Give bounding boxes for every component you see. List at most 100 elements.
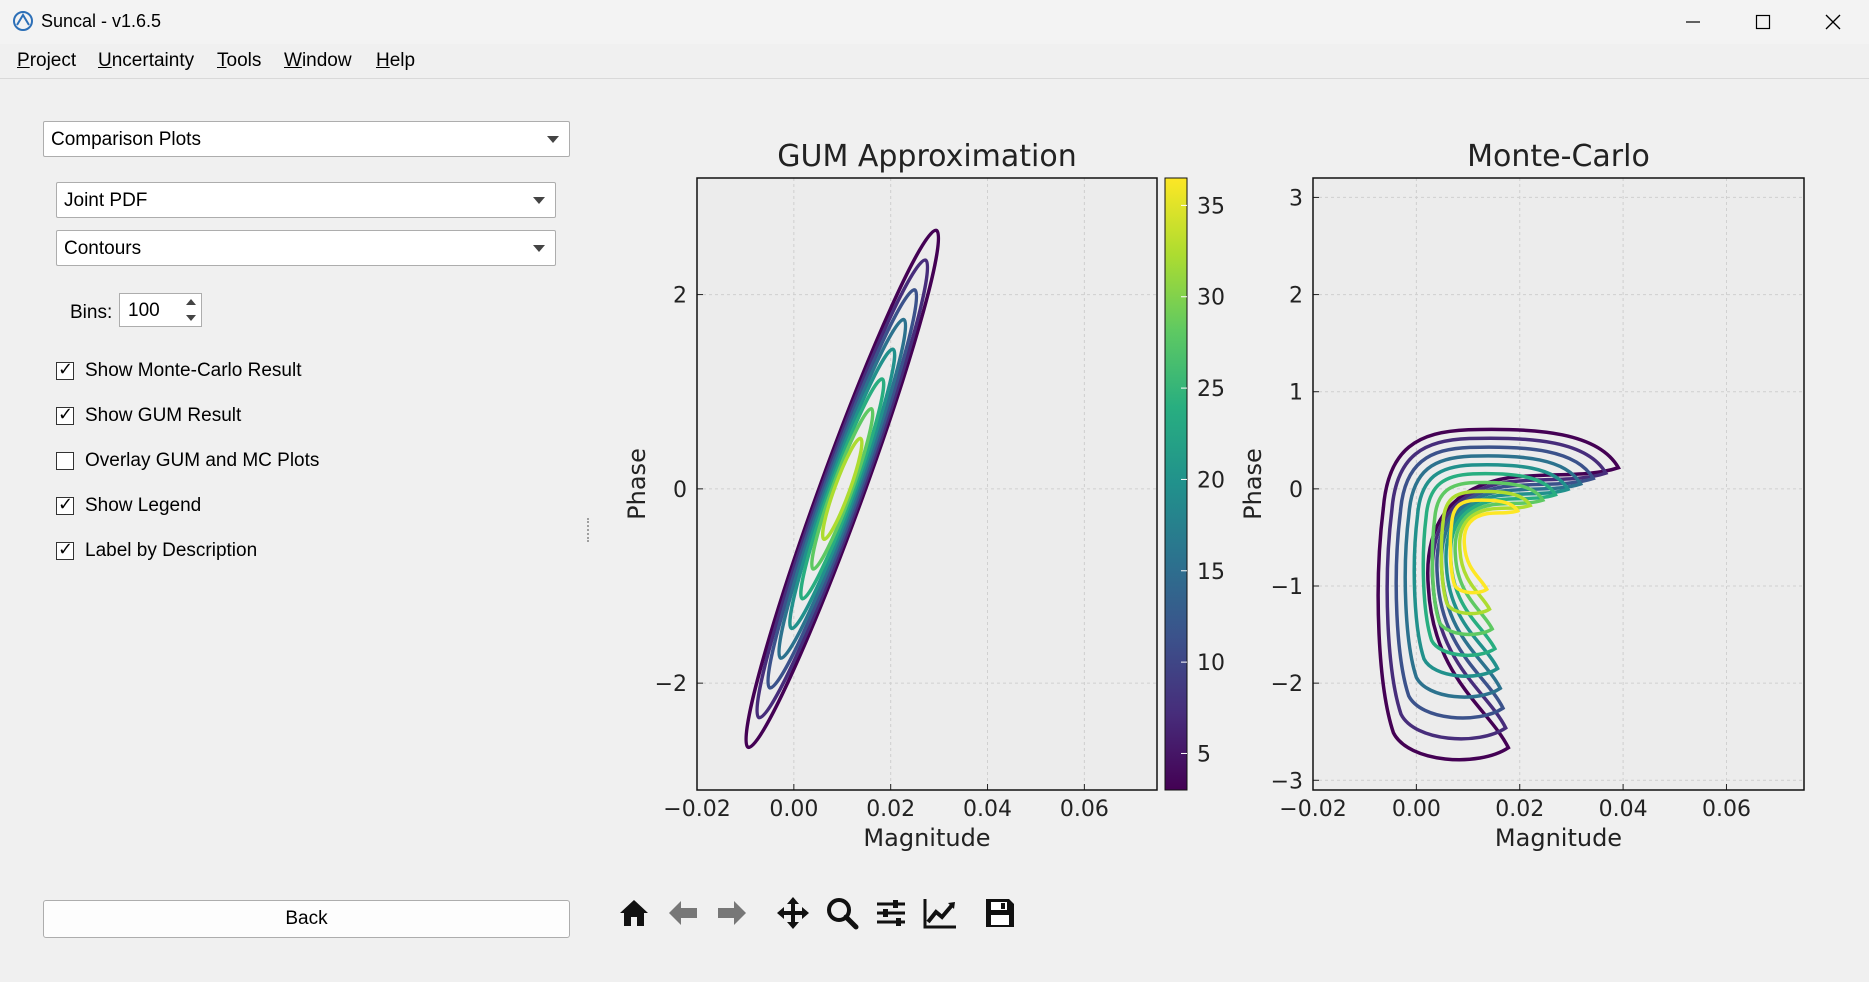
checkbox-row[interactable]: Show Legend <box>56 493 201 519</box>
maximize-icon <box>1755 14 1771 30</box>
contour-group <box>1376 427 1621 762</box>
menu-project[interactable]: Project <box>17 50 77 71</box>
chevron-down-icon <box>547 136 559 143</box>
edit-axis-button[interactable] <box>920 893 960 933</box>
save-icon <box>986 899 1014 927</box>
forward-view-button[interactable] <box>712 893 752 933</box>
spin-down-button[interactable] <box>181 310 201 326</box>
configure-subplots-button[interactable] <box>871 893 911 933</box>
y-tick-label: −1 <box>1271 575 1303 600</box>
home-button[interactable] <box>614 893 654 933</box>
contour-line <box>799 377 886 601</box>
checkbox-label: Overlay GUM and MC Plots <box>85 450 320 471</box>
checkbox-row[interactable]: Overlay GUM and MC Plots <box>56 448 319 474</box>
checkbox-checked[interactable] <box>56 404 74 425</box>
checkbox-row[interactable]: Show GUM Result <box>56 403 241 429</box>
minimize-button[interactable] <box>1658 0 1728 44</box>
view-select[interactable]: Comparison Plots <box>43 121 570 157</box>
zoom-button[interactable] <box>822 893 862 933</box>
checkbox-checked[interactable] <box>56 494 74 515</box>
style-select[interactable]: Contours <box>56 230 556 266</box>
window-title: Suncal - v1.6.5 <box>41 11 162 31</box>
contour-line <box>1448 498 1521 595</box>
colorbar-tick-label: 35 <box>1197 194 1225 219</box>
checkbox-row[interactable]: Show Monte-Carlo Result <box>56 358 301 384</box>
y-tick-label: 3 <box>1289 186 1303 211</box>
chevron-down-icon <box>533 245 545 252</box>
contour-line <box>1430 480 1546 637</box>
contour-line <box>1412 463 1571 678</box>
contour-line <box>788 347 897 631</box>
contour-line <box>1385 436 1609 741</box>
checkbox-unchecked[interactable] <box>56 452 74 470</box>
chevron-down-icon <box>533 197 545 204</box>
pan-button[interactable] <box>773 893 813 933</box>
contour-line <box>1421 471 1558 657</box>
checkbox-row[interactable]: Label by Description <box>56 538 257 564</box>
menu-help[interactable]: Help <box>376 50 416 71</box>
view-select-value: Comparison Plots <box>51 129 201 150</box>
close-window-button[interactable] <box>1798 0 1868 44</box>
contour-line <box>1376 427 1621 762</box>
bins-label: Bins: <box>70 302 113 323</box>
checkbox-checked[interactable] <box>56 539 74 560</box>
maximize-button[interactable] <box>1728 0 1798 44</box>
colorbar-tick-label: 25 <box>1197 377 1225 402</box>
y-tick-label: 2 <box>673 284 687 309</box>
contour-line <box>820 436 864 542</box>
y-tick-label: 2 <box>1289 284 1303 309</box>
plot-type-select[interactable]: Joint PDF <box>56 182 556 218</box>
x-tick-label: 0.04 <box>963 797 1012 822</box>
plot-frame <box>1312 177 1805 791</box>
colorbar-tick-label: 20 <box>1197 468 1225 493</box>
back-button[interactable]: Back <box>43 900 570 938</box>
forward-arrow-icon <box>718 901 746 925</box>
x-tick-label: 0.06 <box>1060 797 1109 822</box>
colorbar-tick-label: 30 <box>1197 286 1225 311</box>
arrow-down-icon <box>186 315 196 321</box>
style-value: Contours <box>64 238 142 259</box>
y-tick-label: −2 <box>1271 672 1303 697</box>
x-tick-label: 0.06 <box>1702 797 1751 822</box>
colorbar-tick-label: 5 <box>1197 742 1211 767</box>
configure-subplots-icon <box>877 900 905 926</box>
contour-line <box>766 288 919 690</box>
x-tick-label: 0.00 <box>1392 797 1441 822</box>
contour-line <box>755 258 930 720</box>
zoom-icon <box>827 898 859 930</box>
checkbox-label: Label by Description <box>85 540 258 561</box>
back-view-button[interactable] <box>663 893 703 933</box>
plot-frame <box>696 177 1158 791</box>
contour-line <box>744 228 941 750</box>
contour-line <box>1394 445 1596 720</box>
x-axis-label: Magnitude <box>863 824 990 852</box>
pan-icon <box>777 897 809 929</box>
edit-axis-icon <box>923 899 956 929</box>
bins-spinbox[interactable]: 100 <box>119 293 202 327</box>
x-tick-label: 0.04 <box>1599 797 1648 822</box>
splitter-handle[interactable] <box>587 518 591 542</box>
colorbar-tick-label: 10 <box>1197 651 1225 676</box>
checkbox-label: Show Legend <box>85 495 202 516</box>
plot-title: GUM Approximation <box>777 139 1077 174</box>
home-icon <box>620 900 648 926</box>
y-tick-label: 0 <box>673 478 687 503</box>
spin-up-button[interactable] <box>181 294 201 310</box>
plot-type-value: Joint PDF <box>64 190 148 211</box>
checkbox-label: Show Monte-Carlo Result <box>85 360 302 381</box>
contour-line <box>1439 489 1533 616</box>
menu-uncertainty[interactable]: Uncertainty <box>98 50 195 71</box>
y-axis-label: Phase <box>1239 448 1267 520</box>
colorbar <box>1164 177 1188 791</box>
menu-tools[interactable]: Tools <box>217 50 262 71</box>
menu-window[interactable]: Window <box>284 50 352 71</box>
save-figure-button[interactable] <box>980 893 1020 933</box>
bins-value: 100 <box>128 300 160 321</box>
menu-bar: Project Uncertainty Tools Window Help <box>0 44 1869 79</box>
y-tick-label: 0 <box>1289 478 1303 503</box>
y-tick-label: 1 <box>1289 381 1303 406</box>
contour-line <box>809 406 875 571</box>
colorbar-tick-label: 15 <box>1197 560 1225 585</box>
checkbox-checked[interactable] <box>56 359 74 380</box>
